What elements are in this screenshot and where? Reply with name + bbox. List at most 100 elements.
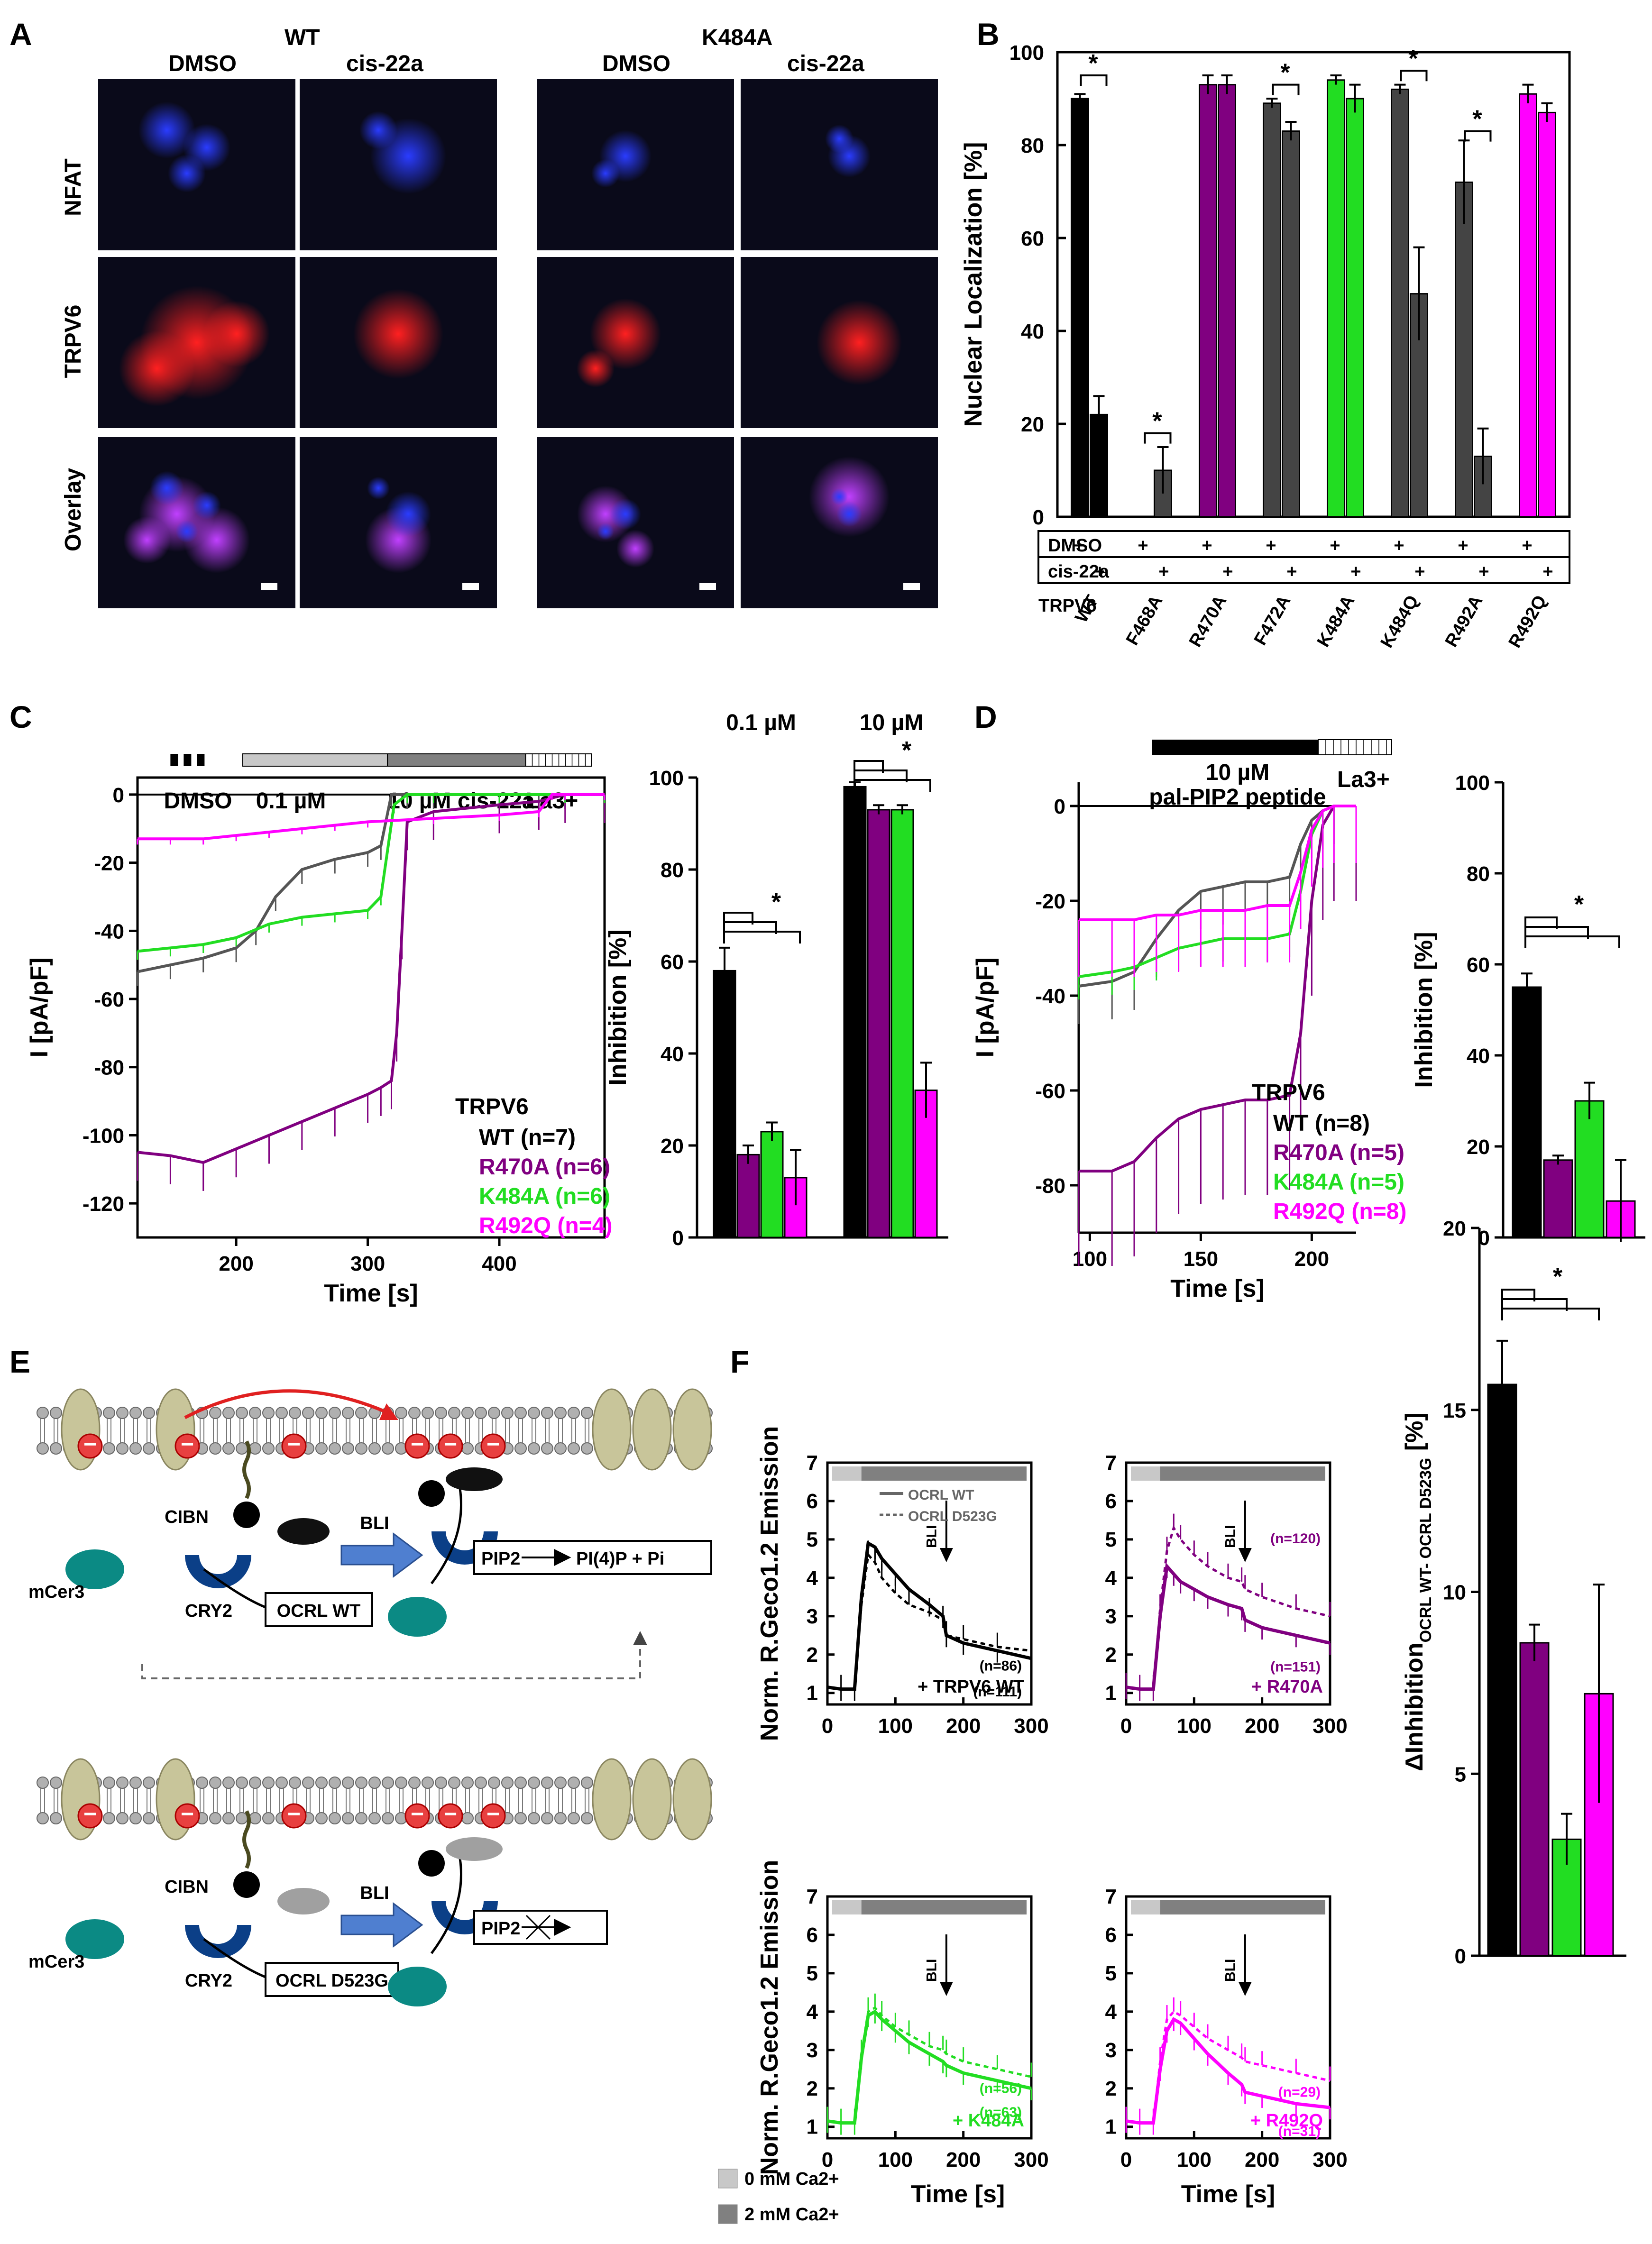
- c2-bar: [843, 786, 867, 1238]
- b-plus-dmso: +: [1458, 536, 1468, 556]
- c2-ytick-label: 60: [661, 951, 684, 974]
- mut-dmso-header: DMSO: [602, 51, 670, 76]
- lipid-head: [554, 1442, 567, 1455]
- f2-sig-bracket: [1501, 1289, 1535, 1301]
- c2-bar: [736, 1154, 760, 1238]
- fluorescence-blob: [119, 330, 195, 407]
- f-xtick-label: 300: [1014, 1714, 1048, 1738]
- c-bar-label-dmso: DMSO: [164, 788, 232, 814]
- pip2-label: PIP2: [481, 1549, 520, 1569]
- c-bar-low: [242, 753, 388, 767]
- lipid-head: [501, 1777, 514, 1789]
- b-plus-cis: +: [1158, 562, 1169, 582]
- lipid-head: [422, 1407, 434, 1419]
- lipid-head: [236, 1442, 248, 1455]
- pip2-charge: −: [287, 1802, 301, 1827]
- f-ca-legend-0: 0 mM Ca2+: [744, 2169, 839, 2189]
- pip2-charge: −: [287, 1432, 301, 1457]
- fluorescence-blob: [825, 124, 854, 153]
- f-ytick-label: 2: [807, 1643, 818, 1667]
- d-bar-label-1: 10 µM: [1206, 760, 1269, 785]
- cibn-bound: [418, 1850, 445, 1877]
- lipid-head: [209, 1777, 221, 1789]
- lipid-head: [541, 1442, 553, 1455]
- b-plus-dmso: +: [1330, 536, 1340, 556]
- f2-ytick-label: 0: [1455, 1945, 1466, 1968]
- f-trace-mut: [1126, 1525, 1331, 1691]
- lipid-head: [222, 1812, 235, 1824]
- d2-sig-bracket: [1524, 916, 1558, 929]
- lipid-head: [315, 1407, 328, 1419]
- lipid-head: [103, 1407, 115, 1419]
- lipid-head: [262, 1442, 275, 1455]
- f2-ytick-label: 20: [1443, 1217, 1466, 1240]
- lipid-head: [249, 1442, 261, 1455]
- c-ylabel: I [pA/pF]: [26, 958, 53, 1058]
- f-xtick-label: 300: [1312, 1714, 1347, 1738]
- d2-sig-star: *: [1574, 891, 1584, 918]
- f-bli-label: BLI: [924, 1525, 939, 1548]
- f-ytick-label: 4: [807, 1566, 818, 1590]
- lipid-head: [143, 1812, 155, 1824]
- b-category-label: R492Q: [1505, 592, 1551, 651]
- c2-ylabel: Inhibition [%]: [604, 929, 632, 1085]
- lipid-head: [541, 1777, 553, 1789]
- b-bar: [1218, 84, 1236, 518]
- c-ytick-label: -100: [83, 1124, 124, 1147]
- lipid-head: [568, 1812, 580, 1824]
- c-dmso-dashes: [170, 754, 178, 766]
- lipid-head: [50, 1777, 62, 1789]
- lipid-head: [129, 1407, 142, 1419]
- c2-bar: [867, 809, 890, 1238]
- nucleus-blob: [150, 471, 184, 505]
- f-ytick-label: 6: [1105, 1923, 1117, 1947]
- b-sig-star: *: [1472, 106, 1482, 133]
- pip2-lipid: [174, 1433, 200, 1459]
- ocrl-bound: [446, 1467, 503, 1491]
- lipid-head: [103, 1812, 115, 1824]
- f-bli-label: BLI: [1222, 1959, 1238, 1982]
- lipid-head: [355, 1777, 367, 1789]
- f-n-wt: (n=111): [973, 1684, 1022, 1700]
- lipid-head: [209, 1442, 221, 1455]
- c2-sig-bracket: [854, 760, 884, 773]
- c-xtick-label: 300: [350, 1252, 385, 1275]
- f-ytick-label: 3: [807, 1605, 818, 1628]
- lipid-head: [514, 1407, 527, 1419]
- lipid-head: [143, 1442, 155, 1455]
- scale-bar: [699, 583, 716, 590]
- lipid-head: [116, 1407, 128, 1419]
- fluorescence-blob: [168, 154, 206, 192]
- pip2-label: PIP2: [481, 1919, 520, 1939]
- b-plus-cis: +: [1222, 562, 1233, 582]
- fluorescence-blob: [203, 301, 270, 367]
- blocked-cross: [525, 1914, 551, 1940]
- b-category-label: K484A: [1313, 592, 1359, 650]
- d-trace-line: [1078, 805, 1356, 988]
- pip2-lipid: [404, 1803, 430, 1829]
- f-panel-tag: + R492Q: [1250, 2111, 1323, 2131]
- lipid-head: [236, 1777, 248, 1789]
- c2-sig-bracket: [723, 931, 801, 943]
- b-plus-dmso: +: [1394, 536, 1404, 556]
- lipid-head: [329, 1777, 341, 1789]
- d2-ytick-label: 40: [1467, 1044, 1490, 1068]
- f-bar-0ca: [832, 1466, 862, 1481]
- lipid-head: [249, 1407, 261, 1419]
- b-sig-bracket: [1464, 130, 1492, 142]
- ocrl-blob: [277, 1888, 330, 1914]
- f-trace-wt: [1126, 2017, 1331, 2125]
- f-trace-wt: [827, 2009, 1032, 2125]
- lipid-head: [448, 1407, 460, 1419]
- channel-subunit: [672, 1388, 712, 1471]
- cibn-blob: [233, 1502, 260, 1528]
- d-xtick-label: 150: [1184, 1247, 1218, 1271]
- pip2-charge: −: [444, 1432, 457, 1457]
- f-ytick-label: 1: [807, 2116, 818, 2139]
- b-plus-cis: +: [1286, 562, 1297, 582]
- lipid-head: [196, 1777, 208, 1789]
- f-ytick-label: 6: [807, 1923, 818, 1947]
